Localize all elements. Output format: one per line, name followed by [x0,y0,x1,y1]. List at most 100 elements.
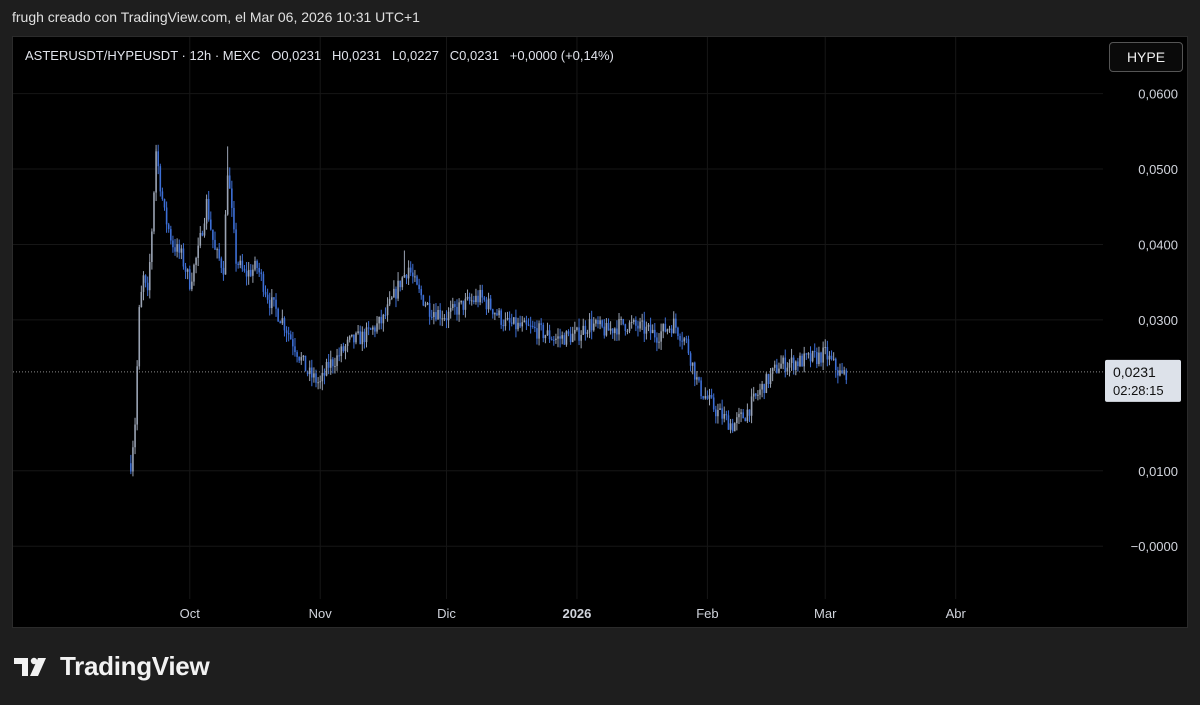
candle [456,299,458,321]
candle [289,330,292,340]
candle [464,293,467,318]
candle [649,317,652,340]
candle [603,319,606,339]
candle [824,339,827,355]
candle [201,230,204,237]
candle [428,295,431,325]
price-chart[interactable]: 0,0600 0,0500 0,0400 0,0300 0,0100 −0,0000 Oct… [13,37,1189,629]
candle [590,310,593,340]
legend-interval[interactable]: 12h [189,48,212,63]
candle [491,308,494,319]
candle [807,352,810,359]
candle [740,408,742,423]
compare-symbol-button[interactable]: HYPE [1109,42,1183,72]
candle [435,303,437,322]
candle [624,323,627,336]
candle [820,351,822,367]
candle [845,368,848,385]
candle [567,329,570,337]
candle [195,256,197,274]
candles [130,144,848,477]
tradingview-brand[interactable]: TradingView [14,651,210,682]
candle [214,231,216,250]
candle [677,326,679,340]
candle [481,284,484,304]
candle [750,388,753,424]
candle [805,352,808,360]
candle [780,355,782,369]
candle [178,239,181,259]
candle [542,322,545,343]
candle [715,405,717,424]
candle [361,326,364,351]
candle [458,298,460,322]
candle [797,357,799,372]
candle [550,336,553,341]
candle [475,288,477,305]
y-tick-label: 0,0300 [1138,313,1178,328]
candle [342,342,345,353]
candle [626,328,629,335]
candle [340,343,343,363]
candle [380,309,383,330]
candle [161,187,164,201]
candle [588,313,591,339]
candle [249,264,252,278]
candle [231,180,233,217]
candle [723,406,726,423]
candle [447,307,450,329]
candle [151,228,153,270]
candle [752,386,755,402]
candle [546,322,549,336]
candle [199,226,202,249]
candle [630,315,633,329]
candle [247,262,250,285]
candle [645,321,648,340]
candle [483,296,486,302]
candle [822,341,824,371]
candle [521,316,524,332]
candle [685,335,688,344]
legend-symbol[interactable]: ASTERUSDT/HYPEUSDT [25,48,178,63]
candle [704,387,707,400]
candle [731,418,734,433]
candle [639,317,641,332]
candle [693,361,696,387]
candle [153,191,155,235]
candle [390,295,393,301]
candle [643,311,646,343]
candle [294,337,296,357]
candle [212,229,214,249]
x-tick-label: Feb [696,606,718,621]
candle [494,312,496,321]
candle [696,371,698,385]
candle [759,383,761,400]
candle [565,330,568,347]
candle [801,353,803,367]
chart-panel[interactable]: 0,0600 0,0500 0,0400 0,0300 0,0100 −0,0000 Oct… [12,36,1188,628]
candle [319,375,322,389]
tradingview-logo-icon [14,657,46,676]
candle [717,403,719,424]
candle [376,316,378,334]
candle [163,198,166,211]
candle [205,194,208,230]
candle [283,316,286,337]
candle [462,300,465,316]
candle [691,362,694,375]
candle [378,316,380,330]
candle [414,269,416,282]
candle [237,261,239,269]
candle [315,369,317,388]
candle [420,285,423,300]
candle [277,307,279,323]
candle [578,318,580,346]
candle [468,292,471,305]
candle [346,336,349,353]
candle [216,247,218,259]
candle [372,325,374,335]
candle [157,144,159,175]
candle [332,357,334,374]
candle [689,351,692,372]
candle [510,313,513,327]
